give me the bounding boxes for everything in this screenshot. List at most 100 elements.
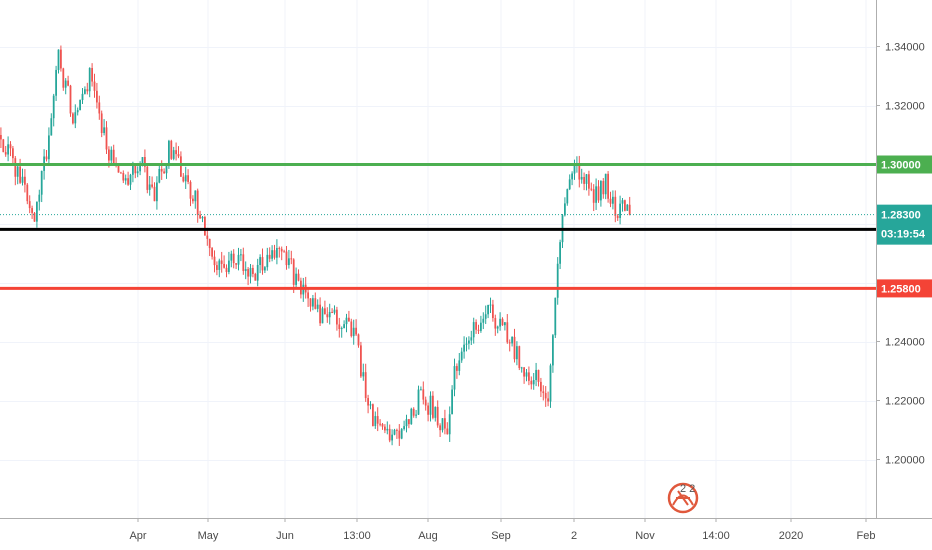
candle (247, 267, 249, 286)
watermark[interactable]: 2 2 (667, 482, 699, 514)
candle (4, 145, 7, 157)
candle (16, 164, 19, 185)
candle (307, 287, 309, 307)
time-tick-label: Aug (418, 530, 438, 542)
candle (379, 419, 381, 427)
time-tick-label: 2 (571, 530, 577, 542)
candle (177, 146, 180, 159)
candle (566, 188, 569, 206)
candle (259, 254, 261, 274)
candle (468, 336, 470, 350)
candle (254, 272, 257, 281)
horizontal-levels[interactable] (0, 163, 876, 290)
candle (100, 110, 103, 138)
time-tick-label: 2020 (779, 530, 803, 542)
candle (357, 333, 360, 348)
candle (333, 305, 336, 315)
candle (192, 195, 194, 204)
candle (420, 386, 422, 391)
candle (33, 211, 36, 222)
price-tick-label: 1.24000 (885, 337, 925, 349)
candle (535, 362, 537, 387)
candle (604, 173, 607, 200)
candle (64, 78, 67, 95)
candle (470, 330, 473, 346)
candle (432, 391, 434, 420)
candle (129, 173, 132, 191)
candle (151, 176, 153, 189)
candle (67, 75, 69, 87)
candle (170, 139, 173, 160)
candle (496, 325, 499, 334)
time-tick-label: Feb (857, 530, 876, 542)
candle (427, 402, 429, 422)
candle (456, 363, 458, 379)
candle (220, 251, 223, 273)
candle (208, 238, 211, 257)
candle (45, 149, 48, 162)
candle (93, 73, 96, 98)
candle (127, 171, 129, 186)
candle (345, 313, 348, 333)
candle (540, 377, 542, 398)
candle (412, 407, 415, 418)
candle (165, 164, 168, 179)
candle (410, 407, 413, 425)
candle (362, 363, 365, 381)
candle (2, 138, 5, 153)
candle-series (0, 45, 631, 446)
candle (477, 324, 480, 334)
tradingview-seal-icon[interactable] (667, 482, 699, 514)
candle (602, 178, 605, 199)
candle (434, 406, 437, 422)
time-axis[interactable]: Apr May Jun 13:00 Aug Sep 2 Nov 14:00 2020 Feb (129, 518, 875, 542)
candle (408, 418, 410, 429)
candle (458, 352, 461, 376)
candle (595, 178, 597, 210)
candle (91, 63, 93, 87)
time-tick-label: Sep (491, 530, 511, 542)
candle (520, 366, 523, 373)
candle (415, 409, 417, 419)
candle (525, 368, 528, 382)
candle (38, 189, 41, 211)
candle (384, 424, 386, 434)
candle (609, 191, 612, 208)
candle (112, 144, 115, 166)
candle (175, 142, 177, 161)
candle (31, 205, 33, 219)
candle (12, 146, 14, 166)
candle (0, 127, 2, 148)
candle (386, 421, 389, 435)
candle (537, 369, 540, 387)
candle (110, 146, 113, 164)
candle (480, 315, 482, 333)
candle (372, 403, 374, 427)
candle (422, 381, 425, 405)
candle (544, 386, 547, 407)
candle (122, 170, 125, 184)
candle (144, 149, 146, 173)
candle (237, 247, 240, 271)
candle (225, 264, 228, 278)
candle (158, 164, 161, 184)
candle (364, 363, 367, 402)
candle (556, 257, 559, 305)
candle (499, 312, 501, 331)
candle (26, 183, 29, 205)
candle (465, 337, 468, 352)
candle (88, 67, 91, 98)
candle (146, 165, 149, 194)
candle (249, 264, 252, 284)
candle (513, 328, 516, 363)
price-axis[interactable]: 1.34000 1.32000 1.24000 1.22000 1.20000 (876, 42, 925, 467)
candle (523, 367, 525, 384)
last-price-badge-label: 1.28300 (881, 210, 921, 222)
candle (460, 347, 463, 363)
candle (405, 414, 408, 433)
candle (624, 199, 626, 212)
candle (508, 339, 511, 352)
candle (62, 67, 65, 91)
